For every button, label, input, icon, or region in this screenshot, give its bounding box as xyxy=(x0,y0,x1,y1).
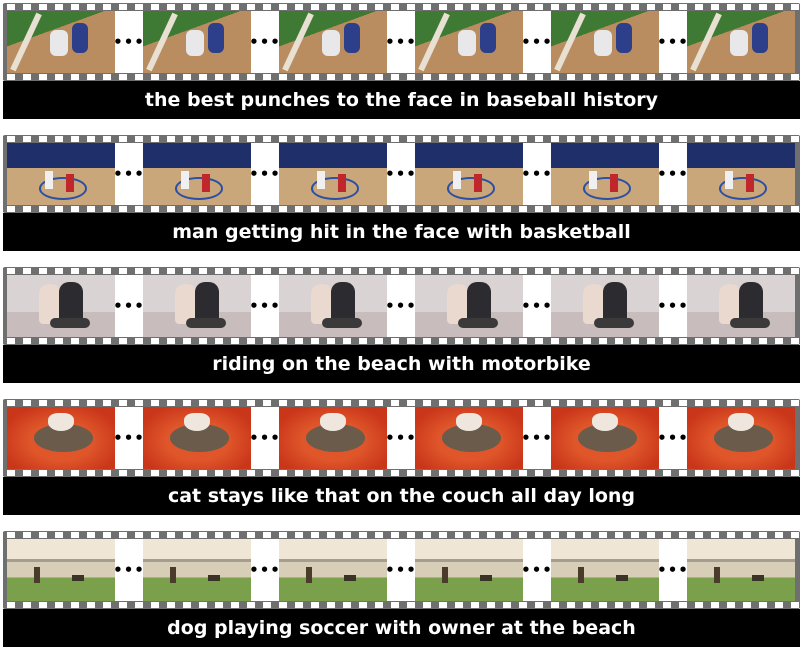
ellipsis-separator: ••• xyxy=(521,143,552,205)
strip-caption: cat stays like that on the couch all day… xyxy=(3,477,800,515)
ellipsis-separator: ••• xyxy=(113,143,144,205)
strip-caption: dog playing soccer with owner at the bea… xyxy=(3,609,800,647)
film-strip-4: ••• ••• ••• ••• ••• cat stays like that … xyxy=(3,399,800,517)
ellipsis-separator: ••• xyxy=(113,11,144,73)
frames-row: ••• ••• ••• ••• ••• xyxy=(7,539,796,601)
ellipsis-separator: ••• xyxy=(385,539,416,601)
ellipsis-separator: ••• xyxy=(657,407,688,469)
video-frame-2 xyxy=(143,143,251,205)
video-frame-3 xyxy=(279,407,387,469)
video-frame-4 xyxy=(415,407,523,469)
video-frame-1 xyxy=(7,407,115,469)
ellipsis-separator: ••• xyxy=(657,143,688,205)
ellipsis-separator: ••• xyxy=(249,539,280,601)
film-perforations-bottom xyxy=(3,338,800,344)
ellipsis-separator: ••• xyxy=(249,11,280,73)
ellipsis-separator: ••• xyxy=(249,407,280,469)
video-frame-5 xyxy=(551,275,659,337)
video-frame-3 xyxy=(279,275,387,337)
ellipsis-separator: ••• xyxy=(657,11,688,73)
film-perforations-top xyxy=(3,268,800,274)
frames-row: ••• ••• ••• ••• ••• xyxy=(7,11,796,73)
video-frame-4 xyxy=(415,143,523,205)
video-frame-6 xyxy=(687,275,795,337)
film-reel: ••• ••• ••• ••• ••• xyxy=(3,135,800,213)
film-perforations-top xyxy=(3,400,800,406)
video-frame-6 xyxy=(687,539,795,601)
ellipsis-separator: ••• xyxy=(113,275,144,337)
film-strip-1: ••• ••• ••• ••• ••• the best punches to … xyxy=(3,3,800,121)
film-perforations-bottom xyxy=(3,74,800,80)
film-perforations-top xyxy=(3,532,800,538)
frames-row: ••• ••• ••• ••• ••• xyxy=(7,275,796,337)
film-strip-5: ••• ••• ••• ••• ••• dog playing soccer w… xyxy=(3,531,800,649)
video-frame-1 xyxy=(7,539,115,601)
ellipsis-separator: ••• xyxy=(521,539,552,601)
video-frame-1 xyxy=(7,143,115,205)
ellipsis-separator: ••• xyxy=(657,539,688,601)
video-frame-1 xyxy=(7,11,115,73)
film-perforations-top xyxy=(3,136,800,142)
video-frame-2 xyxy=(143,407,251,469)
video-frame-6 xyxy=(687,11,795,73)
ellipsis-separator: ••• xyxy=(249,143,280,205)
film-strip-3: ••• ••• ••• ••• ••• riding on the beach … xyxy=(3,267,800,385)
ellipsis-separator: ••• xyxy=(385,11,416,73)
film-perforations-bottom xyxy=(3,470,800,476)
frames-row: ••• ••• ••• ••• ••• xyxy=(7,143,796,205)
ellipsis-separator: ••• xyxy=(385,275,416,337)
ellipsis-separator: ••• xyxy=(385,407,416,469)
video-frame-5 xyxy=(551,143,659,205)
video-frame-4 xyxy=(415,11,523,73)
ellipsis-separator: ••• xyxy=(113,539,144,601)
strip-caption: the best punches to the face in baseball… xyxy=(3,81,800,119)
film-reel: ••• ••• ••• ••• ••• xyxy=(3,399,800,477)
strip-caption: man getting hit in the face with basketb… xyxy=(3,213,800,251)
video-frame-4 xyxy=(415,539,523,601)
video-frame-2 xyxy=(143,539,251,601)
video-frame-5 xyxy=(551,407,659,469)
film-perforations-top xyxy=(3,4,800,10)
strip-caption: riding on the beach with motorbike xyxy=(3,345,800,383)
video-frame-5 xyxy=(551,539,659,601)
frames-row: ••• ••• ••• ••• ••• xyxy=(7,407,796,469)
ellipsis-separator: ••• xyxy=(113,407,144,469)
ellipsis-separator: ••• xyxy=(657,275,688,337)
video-frame-4 xyxy=(415,275,523,337)
video-frame-3 xyxy=(279,11,387,73)
video-frame-6 xyxy=(687,407,795,469)
ellipsis-separator: ••• xyxy=(385,143,416,205)
film-reel: ••• ••• ••• ••• ••• xyxy=(3,267,800,345)
ellipsis-separator: ••• xyxy=(521,11,552,73)
film-reel: ••• ••• ••• ••• ••• xyxy=(3,3,800,81)
video-frame-1 xyxy=(7,275,115,337)
film-perforations-bottom xyxy=(3,602,800,608)
film-reel: ••• ••• ••• ••• ••• xyxy=(3,531,800,609)
video-frame-3 xyxy=(279,539,387,601)
ellipsis-separator: ••• xyxy=(521,275,552,337)
video-frame-5 xyxy=(551,11,659,73)
ellipsis-separator: ••• xyxy=(521,407,552,469)
video-frame-2 xyxy=(143,275,251,337)
film-perforations-bottom xyxy=(3,206,800,212)
ellipsis-separator: ••• xyxy=(249,275,280,337)
video-frame-3 xyxy=(279,143,387,205)
video-frame-2 xyxy=(143,11,251,73)
video-frame-6 xyxy=(687,143,795,205)
film-strip-2: ••• ••• ••• ••• ••• man getting hit in t… xyxy=(3,135,800,253)
